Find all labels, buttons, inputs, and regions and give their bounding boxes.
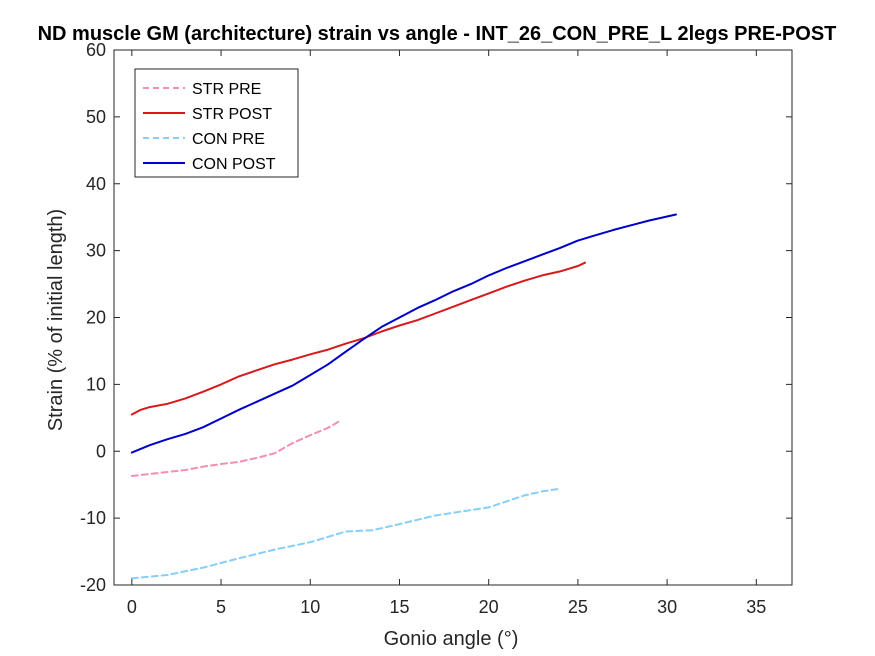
y-tick-label: 50 [86, 107, 106, 127]
series-line-str-pre [130, 419, 342, 477]
legend-label: CON POST [192, 156, 276, 173]
y-tick-label: 60 [86, 40, 106, 60]
y-tick-label: 30 [86, 241, 106, 261]
y-tick-label: -20 [80, 575, 106, 595]
y-tick-label: 0 [96, 441, 106, 461]
y-tick-label: 10 [86, 374, 106, 394]
series-layer [130, 213, 677, 580]
legend-label: CON PRE [192, 131, 265, 148]
x-tick-label: 10 [300, 597, 320, 617]
x-tick-label: 30 [657, 597, 677, 617]
chart-title: ND muscle GM (architecture) strain vs an… [38, 23, 837, 45]
legend: STR PRE STR POST CON PRE CON POST [134, 68, 299, 178]
x-axis-label: Gonio angle (°) [384, 628, 519, 650]
y-tick-label: 20 [86, 308, 106, 328]
x-axis: 0 5 10 15 20 25 30 35 [127, 50, 766, 617]
x-tick-label: 35 [746, 597, 766, 617]
series-line-str-post [130, 261, 586, 416]
x-tick-label: 5 [216, 597, 226, 617]
legend-box [134, 68, 299, 178]
legend-label: STR PRE [192, 81, 261, 98]
y-axis: -20 -10 0 10 20 30 40 50 60 [80, 40, 792, 595]
legend-label: STR POST [192, 106, 272, 123]
series-line-con-pre [130, 487, 562, 580]
series-line-con-post [130, 213, 677, 454]
x-tick-label: 25 [568, 597, 588, 617]
x-tick-label: 20 [479, 597, 499, 617]
y-tick-label: 40 [86, 174, 106, 194]
y-tick-label: -10 [80, 508, 106, 528]
x-tick-label: 0 [127, 597, 137, 617]
x-tick-label: 15 [389, 597, 409, 617]
y-axis-label: Strain (% of initial length) [45, 209, 67, 431]
